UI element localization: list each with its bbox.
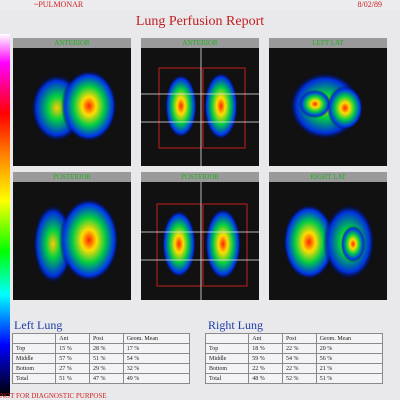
table-header: Post (281, 333, 317, 344)
table-cell: 59 % (248, 353, 283, 364)
table-cell: 27 % (55, 363, 90, 374)
table-row: Bottom 22 % 22 % 21 % (204, 363, 384, 374)
scan-image (31, 70, 117, 142)
table-cell: 17 % (122, 343, 191, 354)
table-cell: Middle (204, 353, 250, 364)
panel-label: POSTERIOR (141, 172, 259, 182)
table-cell: 47 % (88, 373, 124, 384)
table-row: Total 51 % 47 % 49 % (11, 373, 191, 384)
scan-panel-anterior[interactable]: ANTERIOR (13, 38, 131, 166)
panel-label: ANTERIOR (13, 38, 131, 48)
table-cell: Top (11, 343, 57, 354)
table-row: Middle 57 % 51 % 54 % (11, 353, 191, 364)
table-header-row: Ant Post Geom. Mean (204, 333, 384, 344)
table-header: Ant (55, 333, 90, 344)
disclaimer-footer: NOT FOR DIAGNOSTIC PURPOSE (0, 392, 107, 400)
table-cell: 22 % (248, 363, 283, 374)
table-row: Top 18 % 22 % 20 % (204, 343, 384, 354)
left-lung-title: Left Lung (14, 318, 63, 332)
table-cell: 21 % (315, 363, 384, 374)
table-cell: 54 % (122, 353, 191, 364)
left-lung-table: Ant Post Geom. Mean Top 15 % 28 % 17 % M… (11, 333, 191, 384)
panel-label: POSTERIOR (13, 172, 131, 182)
panel-label: LEFT LAT (269, 38, 387, 48)
table-header: Post (88, 333, 124, 344)
table-cell: Bottom (204, 363, 250, 374)
table-cell: Middle (11, 353, 57, 364)
scan-panel-anterior-roi[interactable]: ANTERIOR (141, 38, 259, 166)
header-bar: ~PULMONAR 8/02/89 (0, 0, 400, 10)
header-left-text: ~PULMONAR (34, 0, 84, 9)
table-cell: 32 % (122, 363, 191, 374)
right-lung-table: Ant Post Geom. Mean Top 18 % 22 % 20 % M… (204, 333, 384, 384)
table-cell: 51 % (315, 373, 384, 384)
table-cell: Total (11, 373, 57, 384)
table-row: Bottom 27 % 29 % 32 % (11, 363, 191, 374)
table-row: Middle 59 % 54 % 56 % (204, 353, 384, 364)
scan-panel-posterior[interactable]: POSTERIOR (13, 172, 131, 300)
scan-panel-posterior-roi[interactable]: POSTERIOR (141, 172, 259, 300)
table-cell: 29 % (88, 363, 124, 374)
color-scale-bar (0, 34, 10, 396)
table-cell: 54 % (281, 353, 317, 364)
table-cell: 22 % (281, 343, 317, 354)
table-cell: 48 % (248, 373, 283, 384)
table-header: Geom. Mean (315, 333, 384, 344)
table-row: Total 48 % 52 % 51 % (204, 373, 384, 384)
scan-image (33, 198, 119, 284)
table-cell: 22 % (281, 363, 317, 374)
table-header (204, 333, 250, 344)
table-cell: 56 % (315, 353, 384, 364)
table-cell: Bottom (11, 363, 57, 374)
table-cell: 15 % (55, 343, 90, 354)
table-header (11, 333, 57, 344)
header-right-text: 8/02/89 (357, 0, 382, 9)
table-cell: 28 % (88, 343, 124, 354)
table-header: Geom. Mean (122, 333, 191, 344)
table-cell: 52 % (281, 373, 317, 384)
scan-image (289, 72, 363, 140)
table-cell: 49 % (122, 373, 191, 384)
table-cell: 51 % (55, 373, 90, 384)
table-cell: 51 % (88, 353, 124, 364)
report-title: Lung Perfusion Report (135, 14, 265, 29)
table-header-row: Ant Post Geom. Mean (11, 333, 191, 344)
table-cell: 57 % (55, 353, 90, 364)
scan-image (283, 204, 375, 280)
table-row: Top 15 % 28 % 17 % (11, 343, 191, 354)
table-header: Ant (248, 333, 283, 344)
panel-label: ANTERIOR (141, 38, 259, 48)
table-cell: 20 % (315, 343, 384, 354)
scan-panel-left-lat[interactable]: LEFT LAT (269, 38, 387, 166)
table-cell: 18 % (248, 343, 283, 354)
panel-label: RIGHT LAT (269, 172, 387, 182)
scan-image-roi (141, 48, 259, 166)
table-cell: Top (204, 343, 250, 354)
right-lung-title: Right Lung (208, 318, 264, 332)
scan-image-roi (141, 182, 259, 300)
table-cell: Total (204, 373, 250, 384)
scan-panel-right-lat[interactable]: RIGHT LAT (269, 172, 387, 300)
